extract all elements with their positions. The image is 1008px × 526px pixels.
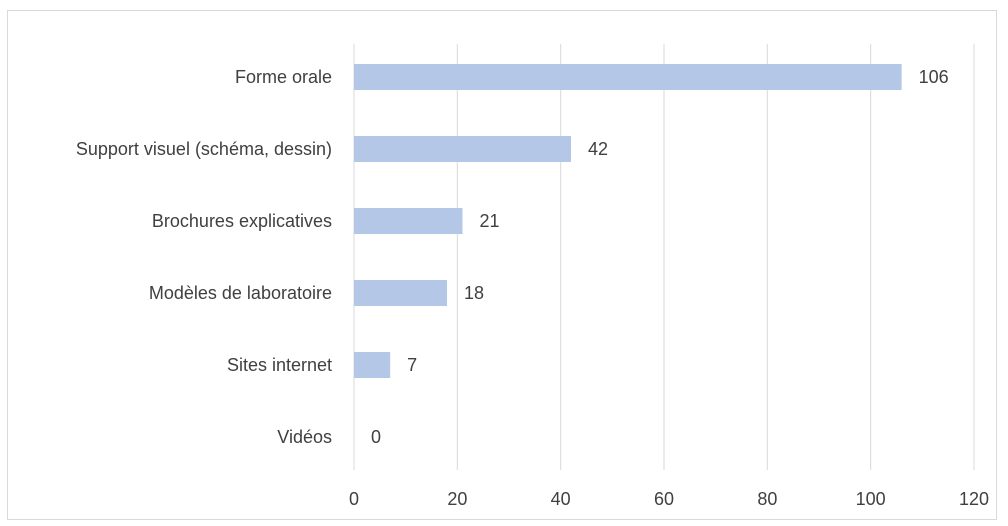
category-label: Sites internet	[227, 355, 332, 375]
data-label: 106	[919, 67, 949, 87]
bar	[354, 208, 463, 234]
x-axis-tick-labels: 0 20 40 60 80 100 120	[349, 489, 989, 509]
bar	[354, 352, 391, 378]
bar	[354, 280, 447, 306]
data-label: 42	[588, 139, 608, 159]
category-label: Forme orale	[235, 67, 332, 87]
x-tick-label: 60	[654, 489, 674, 509]
x-tick-label: 20	[447, 489, 467, 509]
data-label: 7	[407, 355, 417, 375]
bars	[354, 64, 902, 378]
bar	[354, 136, 571, 162]
x-tick-label: 80	[757, 489, 777, 509]
gridlines	[353, 44, 975, 470]
bar	[354, 64, 902, 90]
data-labels: 106 42 21 18 7 0	[371, 67, 949, 447]
x-tick-label: 100	[856, 489, 886, 509]
data-label: 0	[371, 427, 381, 447]
chart-frame	[7, 10, 997, 520]
category-label: Support visuel (schéma, dessin)	[76, 139, 332, 159]
data-label: 18	[464, 283, 484, 303]
x-tick-label: 120	[959, 489, 989, 509]
data-label: 21	[480, 211, 500, 231]
category-label: Vidéos	[277, 427, 332, 447]
category-labels: Forme orale Support visuel (schéma, dessi…	[76, 67, 332, 447]
category-label: Brochures explicatives	[152, 211, 332, 231]
category-label: Modèles de laboratoire	[149, 283, 332, 303]
x-tick-label: 0	[349, 489, 359, 509]
x-tick-label: 40	[551, 489, 571, 509]
